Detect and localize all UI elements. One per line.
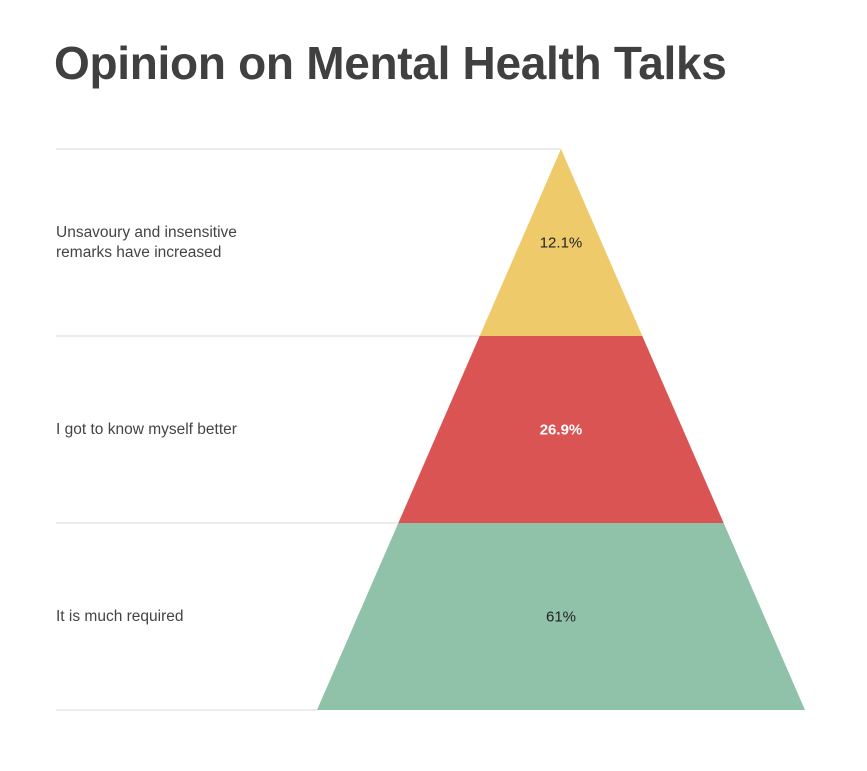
- data-label: 26.9%: [540, 422, 583, 439]
- pyramid-segment: [479, 149, 643, 336]
- category-label: It is much required: [56, 607, 184, 625]
- chart-title: Opinion on Mental Health Talks: [54, 37, 727, 89]
- category-label: Unsavoury and insensitive remarks have i…: [56, 223, 237, 261]
- data-label: 12.1%: [540, 235, 583, 252]
- pyramid-segment: [398, 336, 724, 523]
- category-label: I got to know myself better: [56, 420, 237, 438]
- data-label: 61%: [546, 609, 576, 626]
- pyramid-segment: [317, 523, 805, 710]
